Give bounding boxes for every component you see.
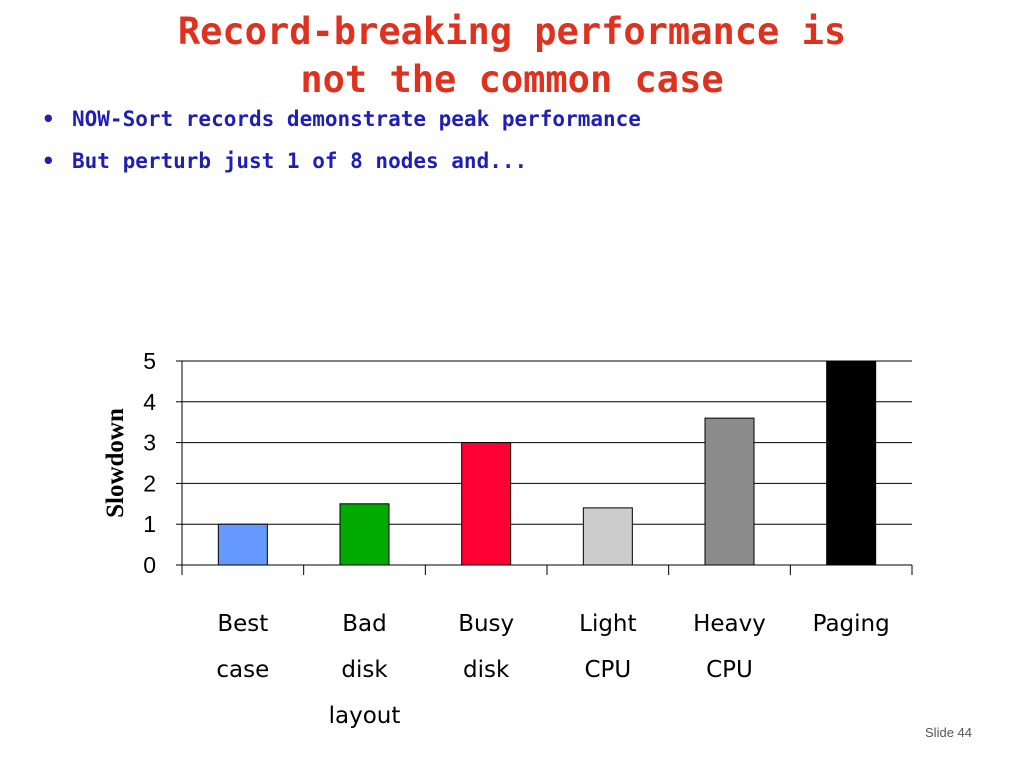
x-category-label: Paging: [813, 611, 890, 637]
title-line-2: not the common case: [300, 58, 724, 101]
slide-number: Slide 44: [925, 725, 972, 740]
bar: [461, 442, 512, 566]
bullet-text: But perturb just 1 of 8 nodes and...: [72, 149, 528, 173]
x-category-label: disk: [341, 657, 388, 683]
x-category-label: disk: [463, 657, 510, 683]
bullet-item: • But perturb just 1 of 8 nodes and...: [42, 140, 641, 182]
title-line-1: Record-breaking performance is: [177, 10, 847, 53]
x-category-label: layout: [329, 703, 401, 729]
x-category-label: CPU: [584, 657, 631, 683]
y-axis-label: Slowdown: [102, 408, 129, 518]
bullet-list: • NOW-Sort records demonstrate peak perfo…: [42, 98, 641, 182]
x-category-label: Best: [217, 611, 268, 637]
y-tick-label: 5: [143, 348, 156, 374]
bullet-glyph: •: [42, 107, 55, 131]
bar: [217, 523, 268, 566]
x-category-label: Bad: [342, 611, 386, 637]
x-category-label: Busy: [458, 611, 514, 637]
bar: [339, 503, 390, 566]
bar: [704, 417, 755, 566]
x-category-label: case: [216, 657, 269, 683]
x-category-label: CPU: [706, 657, 753, 683]
y-tick-label: 0: [143, 552, 156, 578]
slide-title: Record-breaking performance is not the c…: [0, 8, 1024, 104]
y-tick-label: 2: [143, 470, 156, 496]
y-tick-label: 1: [143, 511, 156, 537]
x-category-label: Heavy: [693, 611, 766, 637]
bar: [582, 507, 633, 566]
bullet-glyph: •: [42, 149, 55, 173]
bullet-text: NOW-Sort records demonstrate peak perfor…: [72, 107, 641, 131]
bullet-item: • NOW-Sort records demonstrate peak perfo…: [42, 98, 641, 140]
y-tick-label: 3: [143, 430, 156, 456]
x-category-label: Light: [579, 611, 636, 637]
bar: [826, 360, 877, 566]
y-tick-label: 4: [143, 389, 156, 415]
